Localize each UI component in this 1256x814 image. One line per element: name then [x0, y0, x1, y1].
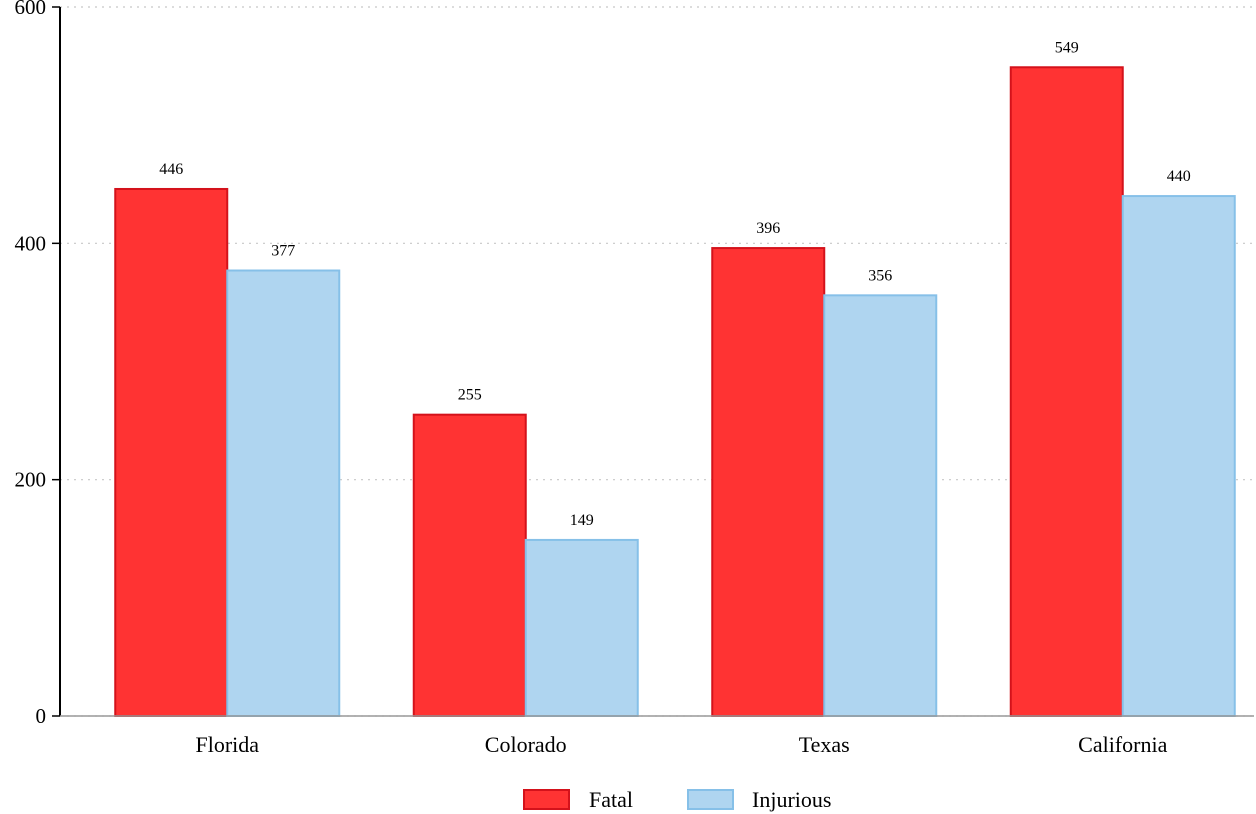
- x-category-label: Texas: [799, 732, 850, 757]
- data-label: 356: [868, 267, 892, 284]
- y-tick-label: 600: [15, 0, 47, 19]
- x-category-label: Colorado: [485, 732, 567, 757]
- data-label: 396: [756, 220, 780, 237]
- legend-swatch-fatal: [523, 789, 570, 810]
- data-label: 440: [1167, 168, 1191, 185]
- data-labels: 446 377 255 149 396 356 549 440: [159, 39, 1191, 529]
- bars: [114, 66, 1236, 718]
- data-label: 549: [1055, 39, 1079, 56]
- data-label: 149: [570, 512, 594, 529]
- data-label: 255: [458, 387, 482, 404]
- y-tick-labels: 0 200 400 600: [15, 0, 47, 728]
- bar-injurious-colorado: [524, 538, 639, 717]
- bar-fatal-california: [1009, 66, 1124, 717]
- legend-label-fatal: Fatal: [589, 787, 633, 812]
- bar-injurious-texas: [823, 294, 938, 717]
- y-tick-label: 400: [15, 231, 47, 255]
- bar-fatal-texas: [711, 247, 826, 717]
- y-tick-label: 200: [15, 468, 47, 492]
- x-category-label: California: [1078, 732, 1167, 757]
- x-category-label: Florida: [195, 732, 259, 757]
- bar-injurious-florida: [226, 269, 341, 717]
- legend-swatch-injurious: [687, 789, 734, 810]
- legend-label-injurious: Injurious: [752, 787, 831, 812]
- legend: Fatal Injurious: [523, 787, 831, 812]
- data-label: 446: [159, 161, 183, 178]
- bar-injurious-california: [1121, 195, 1236, 718]
- axes: [52, 6, 1254, 717]
- bar-fatal-colorado: [412, 413, 527, 717]
- bar-fatal-florida: [114, 187, 229, 717]
- y-tick-label: 0: [36, 704, 47, 728]
- data-label: 377: [271, 243, 295, 260]
- x-category-labels: Florida Colorado Texas California: [195, 732, 1167, 757]
